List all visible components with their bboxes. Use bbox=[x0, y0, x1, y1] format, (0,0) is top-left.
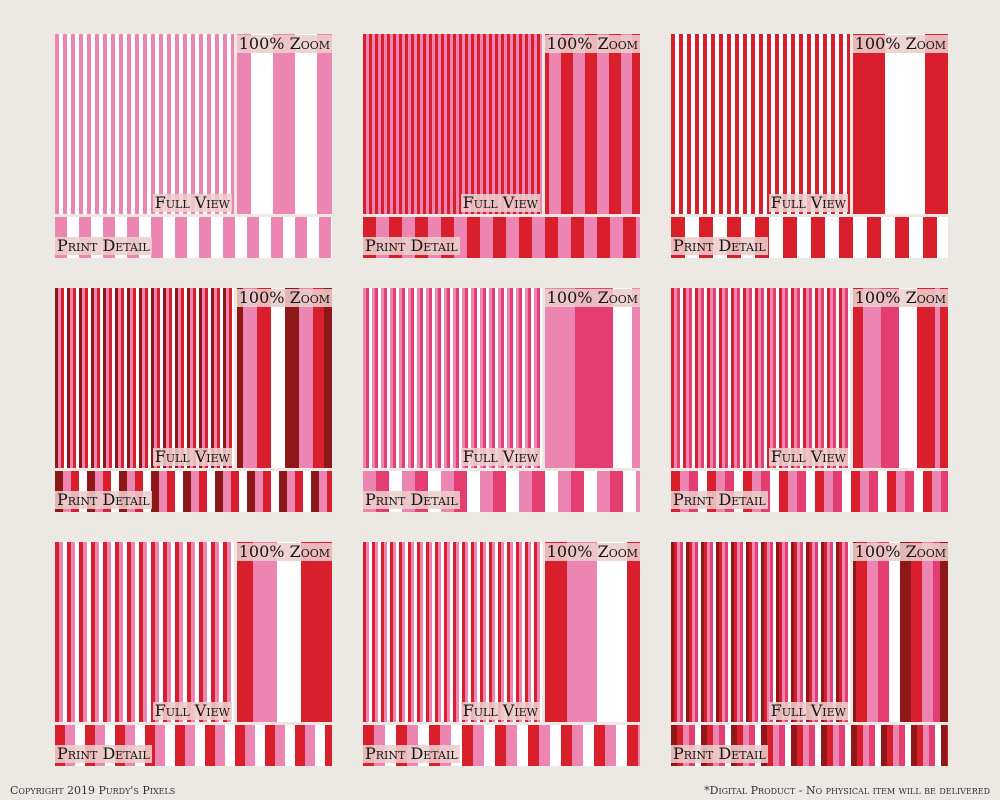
pattern-tile[interactable]: 100% Zoom Full View Print Detail bbox=[671, 288, 948, 512]
pattern-tile[interactable]: 100% Zoom Full View Print Detail bbox=[363, 34, 640, 258]
print-detail-label: Print Detail bbox=[55, 744, 152, 763]
print-detail-label: Print Detail bbox=[363, 236, 460, 255]
pattern-tile[interactable]: 100% Zoom Full View Print Detail bbox=[671, 542, 948, 766]
zoom-preview bbox=[545, 542, 640, 722]
pattern-tile[interactable]: 100% Zoom Full View Print Detail bbox=[55, 542, 332, 766]
full-view-preview bbox=[363, 288, 542, 468]
full-view-preview bbox=[55, 542, 234, 722]
zoom-preview bbox=[853, 34, 948, 214]
zoom-label: 100% Zoom bbox=[852, 542, 948, 561]
print-detail-label: Print Detail bbox=[363, 744, 460, 763]
zoom-preview bbox=[853, 542, 948, 722]
zoom-label: 100% Zoom bbox=[544, 288, 640, 307]
full-view-label: Full View bbox=[152, 447, 232, 466]
full-view-label: Full View bbox=[768, 701, 848, 720]
digital-product-note: *Digital Product - No physical item will… bbox=[704, 784, 990, 797]
pattern-tile[interactable]: 100% Zoom Full View Print Detail bbox=[363, 288, 640, 512]
full-view-label: Full View bbox=[460, 701, 540, 720]
zoom-preview bbox=[237, 542, 332, 722]
print-detail-label: Print Detail bbox=[671, 744, 768, 763]
full-view-preview bbox=[363, 34, 542, 214]
print-detail-label: Print Detail bbox=[55, 490, 152, 509]
pattern-tile[interactable]: 100% Zoom Full View Print Detail bbox=[55, 34, 332, 258]
full-view-label: Full View bbox=[152, 193, 232, 212]
full-view-label: Full View bbox=[460, 193, 540, 212]
pattern-tile[interactable]: 100% Zoom Full View Print Detail bbox=[671, 34, 948, 258]
zoom-label: 100% Zoom bbox=[236, 34, 332, 53]
print-detail-label: Print Detail bbox=[671, 236, 768, 255]
print-detail-label: Print Detail bbox=[363, 490, 460, 509]
zoom-preview bbox=[237, 34, 332, 214]
full-view-label: Full View bbox=[152, 701, 232, 720]
zoom-preview bbox=[237, 288, 332, 468]
zoom-label: 100% Zoom bbox=[852, 288, 948, 307]
full-view-label: Full View bbox=[768, 447, 848, 466]
full-view-label: Full View bbox=[460, 447, 540, 466]
full-view-preview bbox=[55, 34, 234, 214]
print-detail-label: Print Detail bbox=[671, 490, 768, 509]
zoom-label: 100% Zoom bbox=[236, 288, 332, 307]
zoom-label: 100% Zoom bbox=[544, 34, 640, 53]
print-detail-label: Print Detail bbox=[55, 236, 152, 255]
zoom-label: 100% Zoom bbox=[852, 34, 948, 53]
full-view-preview bbox=[671, 542, 850, 722]
pattern-tile[interactable]: 100% Zoom Full View Print Detail bbox=[363, 542, 640, 766]
zoom-preview bbox=[545, 34, 640, 214]
full-view-preview bbox=[363, 542, 542, 722]
zoom-label: 100% Zoom bbox=[544, 542, 640, 561]
copyright-text: Copyright 2019 Purdy's Pixels bbox=[10, 784, 176, 797]
full-view-preview bbox=[671, 288, 850, 468]
pattern-tile[interactable]: 100% Zoom Full View Print Detail bbox=[55, 288, 332, 512]
zoom-label: 100% Zoom bbox=[236, 542, 332, 561]
full-view-preview bbox=[55, 288, 234, 468]
full-view-label: Full View bbox=[768, 193, 848, 212]
zoom-preview bbox=[853, 288, 948, 468]
zoom-preview bbox=[545, 288, 640, 468]
full-view-preview bbox=[671, 34, 850, 214]
